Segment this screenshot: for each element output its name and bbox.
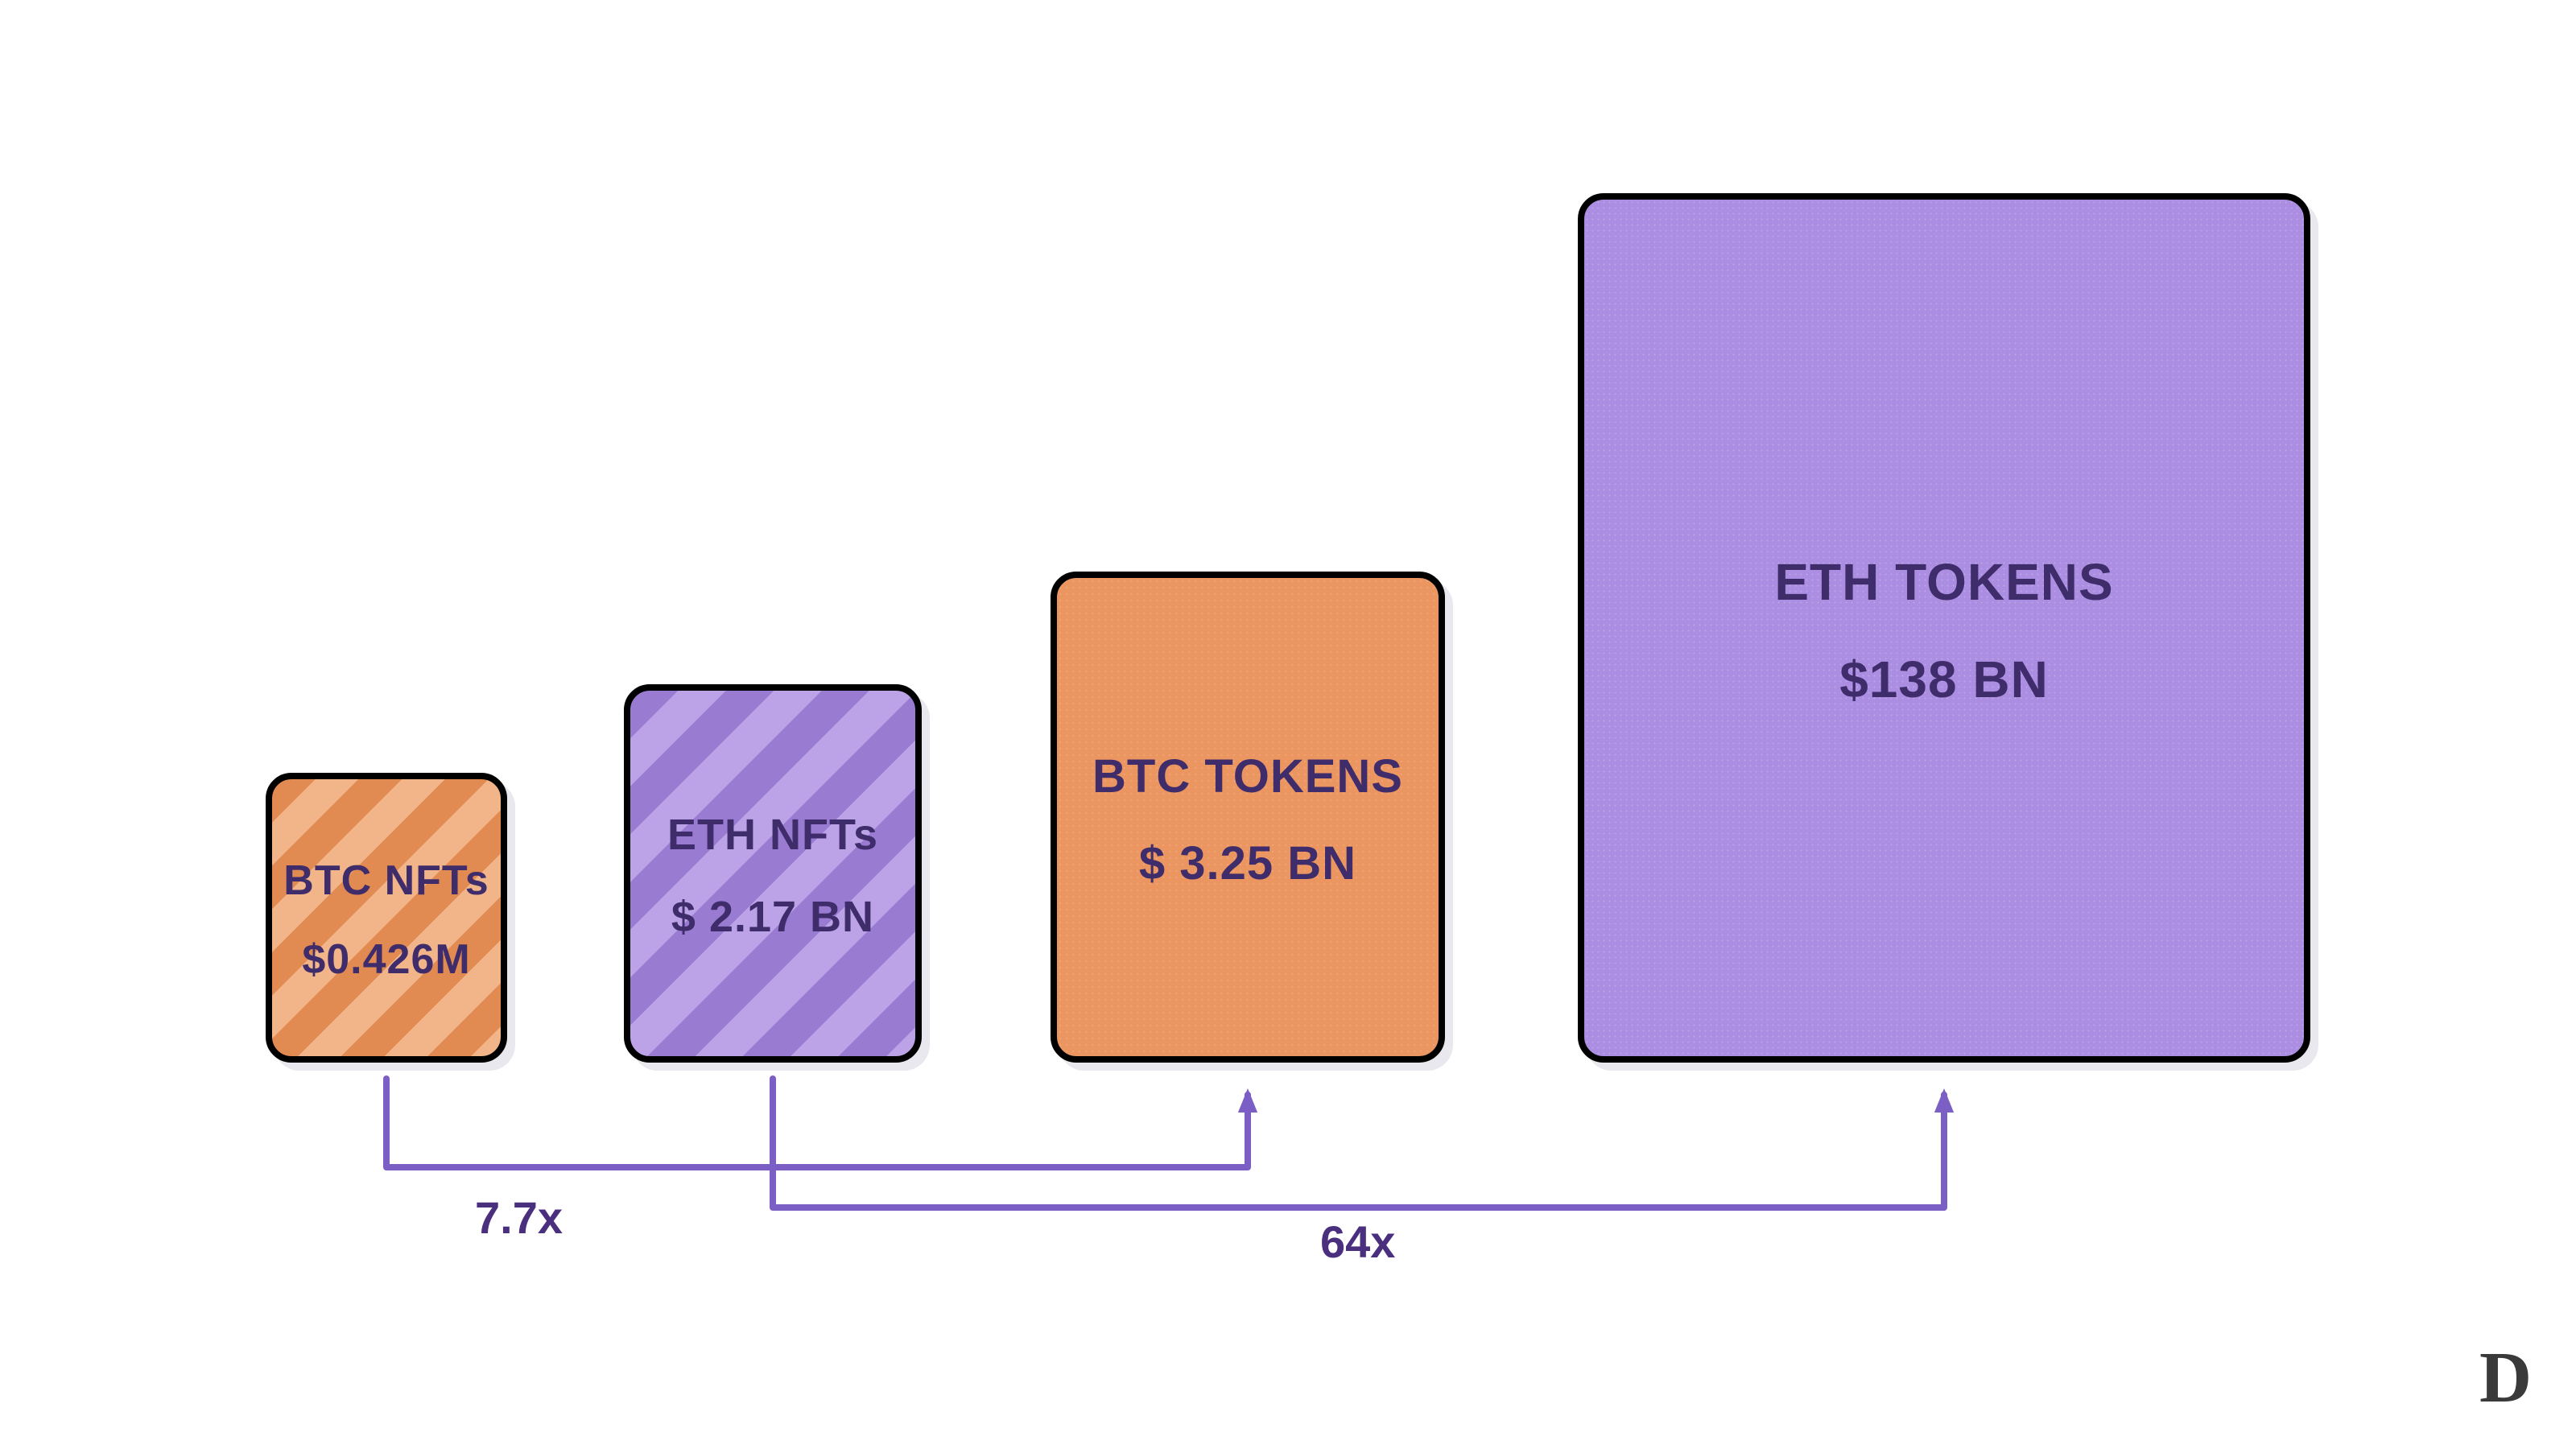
brand-logo: D bbox=[2479, 1336, 2532, 1419]
box-eth-nfts-value: $ 2.17 BN bbox=[671, 892, 874, 942]
box-btc-nfts: BTC NFTs $0.426M bbox=[266, 773, 507, 1063]
multiplier-1-label: 7.7x bbox=[475, 1191, 563, 1244]
box-btc-tokens-label: BTC TOKENS bbox=[1092, 744, 1403, 809]
diagram-canvas: BTC NFTs $0.426M ETH NFTs $ 2.17 BN BTC … bbox=[0, 0, 2576, 1449]
box-eth-nfts-label: ETH NFTs bbox=[667, 805, 878, 866]
box-btc-nfts-label: BTC NFTs bbox=[283, 852, 489, 910]
box-eth-tokens: ETH TOKENS $138 BN bbox=[1578, 193, 2310, 1063]
box-eth-tokens-value: $138 BN bbox=[1839, 650, 2049, 709]
box-btc-tokens-value: $ 3.25 BN bbox=[1139, 836, 1356, 890]
box-eth-nfts: ETH NFTs $ 2.17 BN bbox=[624, 684, 922, 1063]
box-btc-nfts-value: $0.426M bbox=[302, 935, 470, 984]
box-eth-tokens-label: ETH TOKENS bbox=[1774, 547, 2113, 619]
box-btc-tokens: BTC TOKENS $ 3.25 BN bbox=[1051, 572, 1445, 1063]
multiplier-2-label: 64x bbox=[1320, 1216, 1395, 1268]
